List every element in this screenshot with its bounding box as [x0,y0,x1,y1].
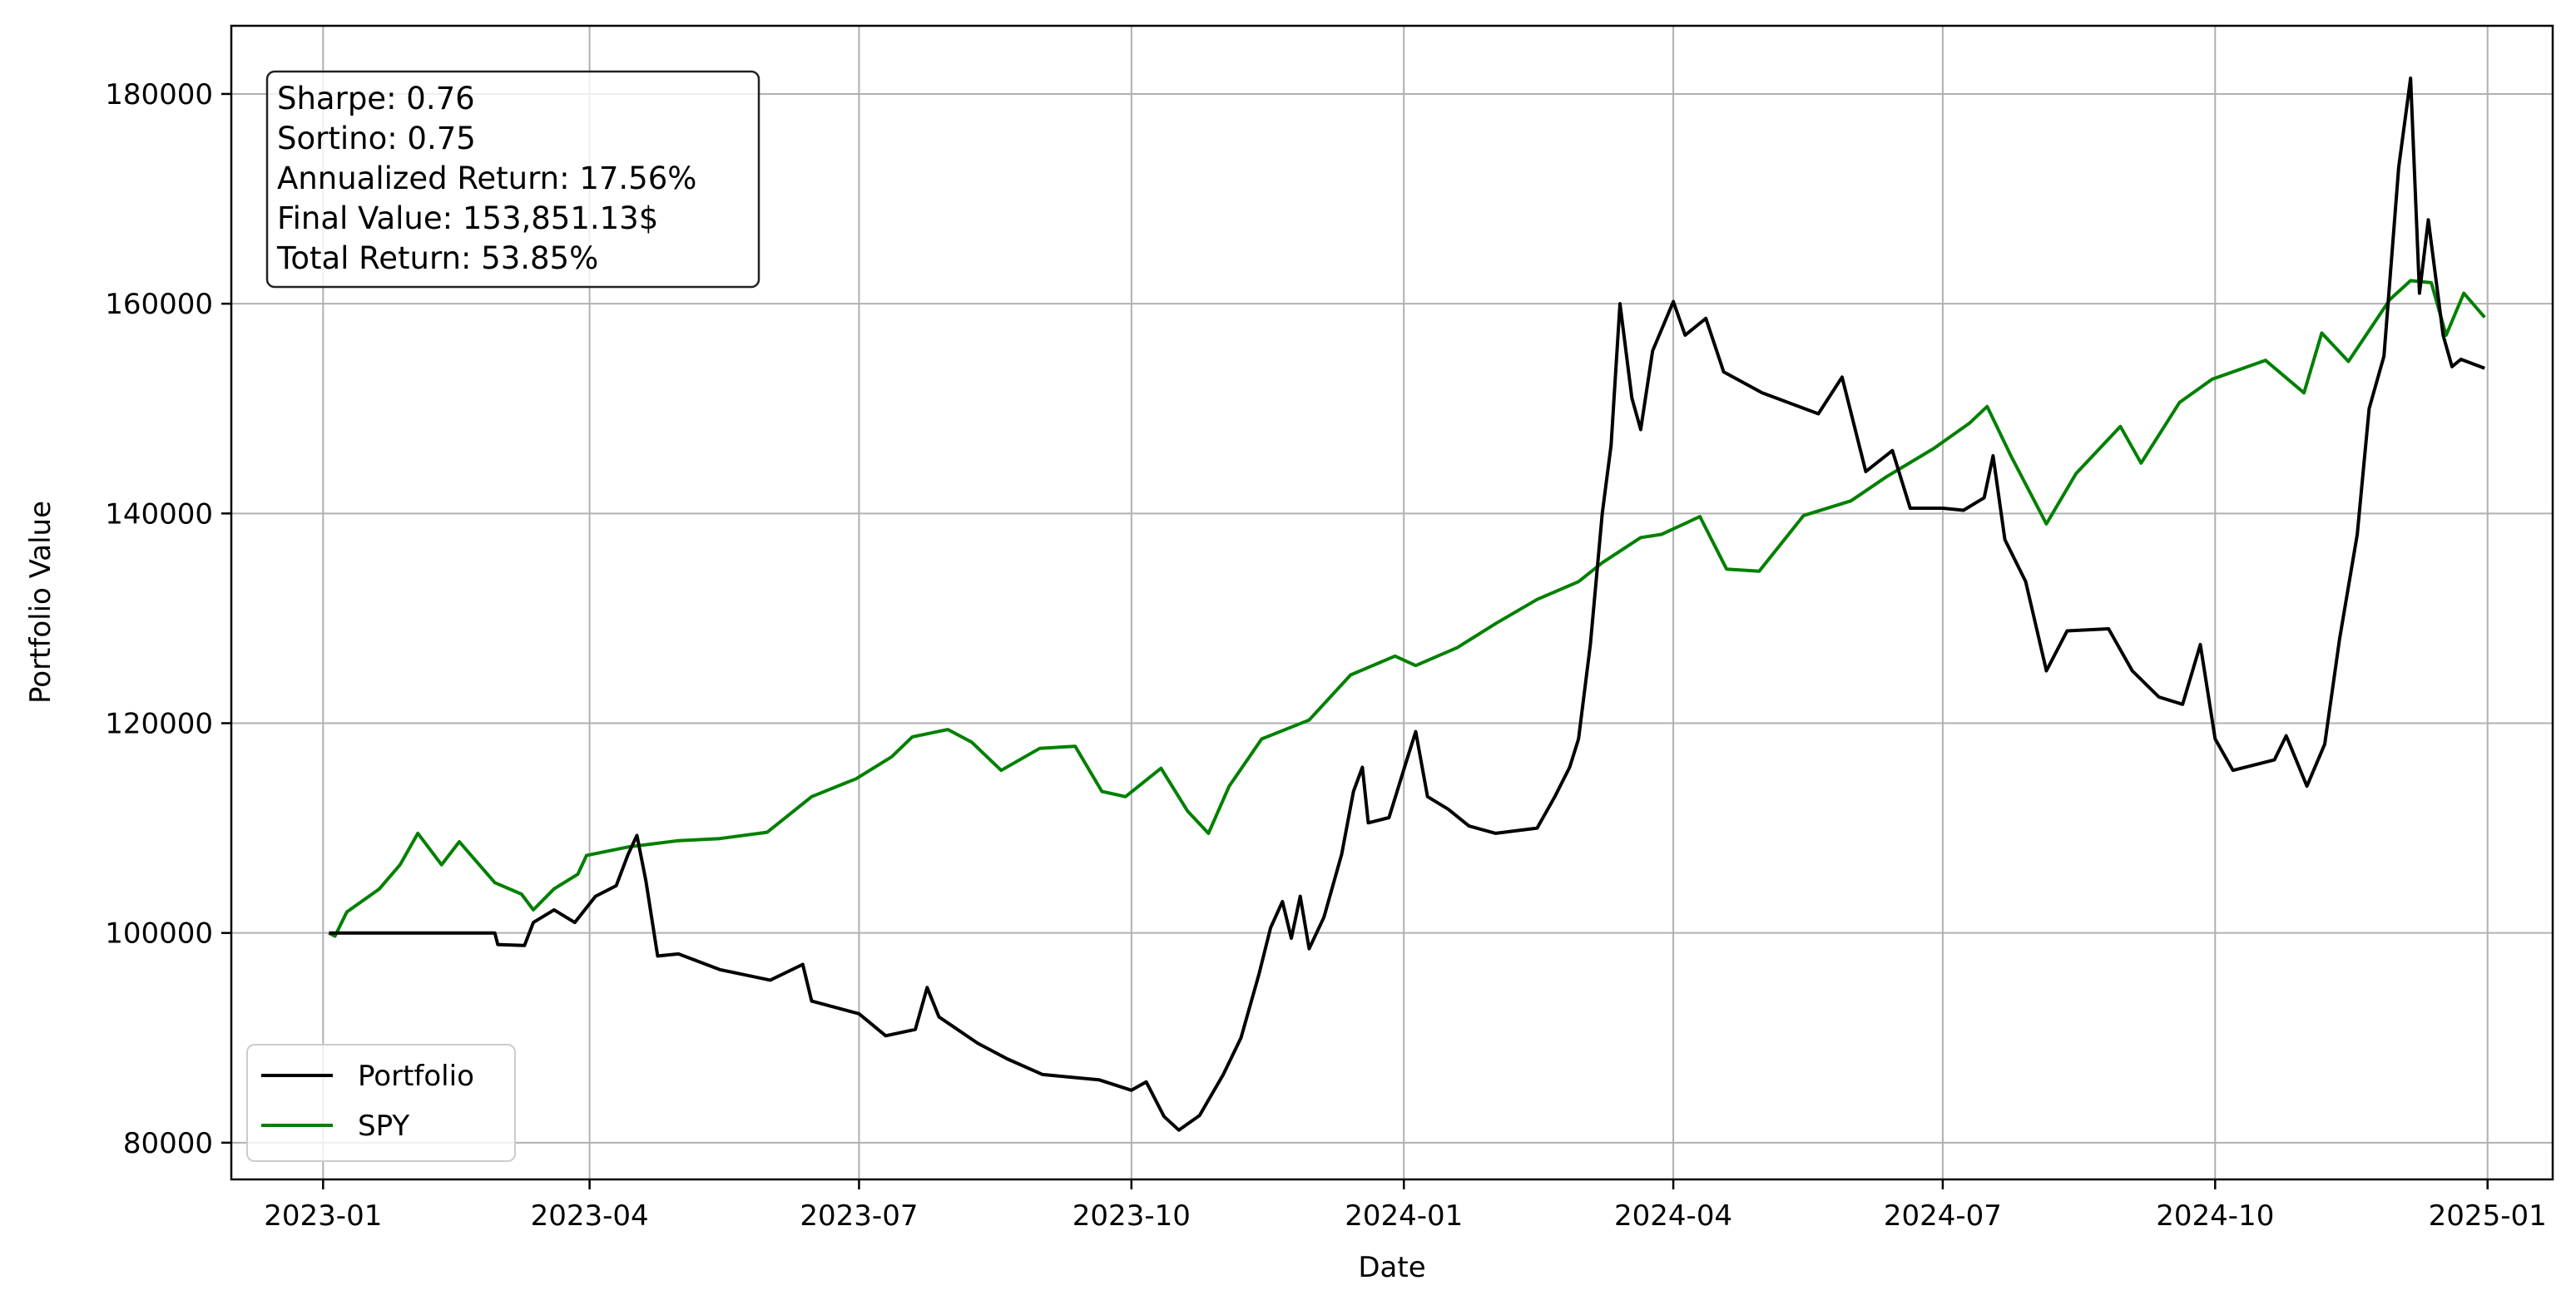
y-tick-label: 80000 [123,1127,213,1160]
legend-label-spy: SPY [358,1110,409,1143]
y-axis-label: Portfolio Value [24,501,57,704]
x-tick-label: 2023-10 [1073,1199,1191,1233]
y-tick-label: 160000 [105,288,213,321]
series-line-spy [328,279,2486,938]
stats-annualized-return: Annualized Return: 17.56% [277,161,696,196]
x-tick-label: 2023-04 [531,1199,649,1233]
stats-total-return: Total Return: 53.85% [276,240,598,276]
legend-label-portfolio: Portfolio [358,1060,474,1093]
x-tick-label: 2023-07 [800,1199,918,1233]
x-tick-label: 2024-04 [1614,1199,1732,1233]
x-tick-label: 2025-01 [2429,1199,2547,1233]
stats-sharpe: Sharpe: 0.76 [277,81,475,116]
tick-labels: 2023-01 2023-04 2023-07 2023-10 2024-01 2024-… [105,78,2547,1233]
x-tick-label: 2024-01 [1345,1199,1463,1233]
axis-ticks [221,92,2489,1189]
y-tick-label: 140000 [105,497,213,531]
series-line-portfolio [329,77,2485,1132]
y-tick-label: 180000 [105,78,213,111]
x-axis-label: Date [1358,1251,1425,1284]
series-lines [328,77,2486,1132]
y-tick-label: 120000 [105,708,213,741]
plot-area-frame [230,24,2554,1181]
stats-box: Sharpe: 0.76 Sortino: 0.75 Annualized Re… [265,70,760,289]
stats-sortino: Sortino: 0.75 [277,121,476,156]
x-tick-label: 2023-01 [264,1199,382,1233]
legend: Portfolio SPY [246,1044,516,1162]
stats-final-value: Final Value: 153,851.13$ [277,200,658,236]
x-tick-label: 2024-10 [2156,1199,2274,1233]
stats-box-frame [265,70,760,289]
x-tick-label: 2024-07 [1884,1199,2002,1233]
y-tick-label: 100000 [105,917,213,951]
grid-lines [231,26,2553,1179]
